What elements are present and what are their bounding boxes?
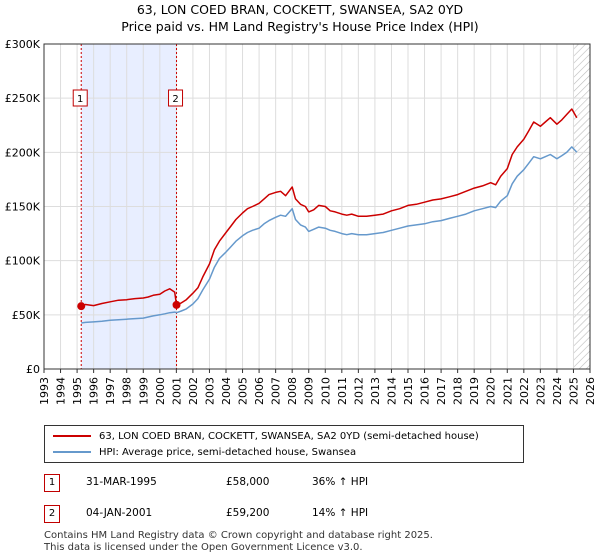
- x-tick-label: 2025: [567, 377, 580, 405]
- transaction-row: 1 31-MAR-1995 £58,000 36% ↑ HPI: [44, 474, 544, 494]
- purchase-point: [172, 300, 181, 309]
- footer-license: This data is licensed under the Open Gov…: [44, 542, 363, 553]
- price-series-line: [80, 108, 578, 307]
- x-tick-label: 1993: [38, 377, 51, 405]
- transaction-hpi: 14% ↑ HPI: [312, 507, 369, 519]
- x-tick-label: 1997: [104, 377, 117, 405]
- legend: 63, LON COED BRAN, COCKETT, SWANSEA, SA2…: [44, 425, 524, 463]
- x-tick-label: 2007: [270, 377, 283, 405]
- x-tick-label: 2021: [501, 377, 514, 405]
- purchase-point: [77, 302, 86, 311]
- legend-label-property: 63, LON COED BRAN, COCKETT, SWANSEA, SA2…: [99, 430, 479, 442]
- purchase-marker-label: 2: [172, 94, 178, 105]
- transaction-date: 31-MAR-1995: [86, 476, 157, 488]
- x-tick-label: 2016: [419, 377, 432, 405]
- x-tick-label: 1994: [55, 377, 68, 405]
- purchase-marker-box: [168, 89, 184, 107]
- y-tick-label: £250K: [5, 92, 41, 105]
- x-tick-label: 2024: [551, 377, 564, 405]
- purchase-marker-box: [72, 89, 88, 107]
- x-tick-label: 2023: [534, 377, 547, 405]
- x-tick-label: 2017: [435, 377, 448, 405]
- x-tick-label: 1996: [88, 377, 101, 405]
- x-tick-label: 1998: [121, 377, 134, 405]
- x-tick-label: 2013: [369, 377, 382, 405]
- legend-item-hpi: HPI: Average price, semi-detached house,…: [53, 445, 356, 459]
- legend-swatch-property: [53, 435, 91, 437]
- purchase-marker-label: 1: [77, 94, 83, 105]
- transaction-price: £59,200: [226, 507, 270, 519]
- transaction-hpi: 36% ↑ HPI: [312, 476, 369, 488]
- footer: Contains HM Land Registry data © Crown c…: [44, 530, 433, 554]
- x-tick-label: 2004: [220, 377, 233, 405]
- x-tick-label: 2010: [319, 377, 332, 405]
- x-tick-label: 2018: [452, 377, 465, 405]
- y-tick-label: £100K: [5, 255, 41, 268]
- legend-swatch-hpi: [53, 451, 91, 453]
- y-tick-label: £50K: [12, 309, 41, 322]
- x-tick-label: 2022: [518, 377, 531, 405]
- hpi-series-line: [81, 146, 578, 324]
- x-tick-label: 2006: [253, 377, 266, 405]
- x-tick-label: 1995: [71, 377, 84, 405]
- transaction-badge: 2: [44, 505, 60, 523]
- footer-copyright: Contains HM Land Registry data © Crown c…: [44, 530, 433, 541]
- y-tick-label: £200K: [5, 146, 41, 159]
- transaction-date: 04-JAN-2001: [86, 507, 153, 519]
- x-tick-label: 2005: [237, 377, 250, 405]
- x-tick-label: 2003: [203, 377, 216, 405]
- x-tick-label: 2011: [336, 377, 349, 405]
- transaction-row: 2 04-JAN-2001 £59,200 14% ↑ HPI: [44, 505, 544, 525]
- x-tick-label: 2020: [485, 377, 498, 405]
- x-tick-label: 2009: [303, 377, 316, 405]
- y-tick-label: £300K: [5, 38, 41, 51]
- x-tick-label: 2015: [402, 377, 415, 405]
- x-tick-label: 2001: [170, 377, 183, 405]
- transaction-badge: 1: [44, 474, 60, 492]
- legend-item-property: 63, LON COED BRAN, COCKETT, SWANSEA, SA2…: [53, 429, 479, 443]
- y-tick-label: £150K: [5, 201, 41, 214]
- x-tick-label: 2008: [286, 377, 299, 405]
- x-tick-label: 2012: [352, 377, 365, 405]
- chart-title: 63, LON COED BRAN, COCKETT, SWANSEA, SA2…: [136, 2, 464, 17]
- x-tick-label: 2026: [584, 377, 597, 405]
- transaction-price: £58,000: [226, 476, 270, 488]
- chart-subtitle: Price paid vs. HM Land Registry's House …: [121, 19, 479, 34]
- x-tick-label: 2002: [187, 377, 200, 405]
- x-tick-label: 2014: [385, 377, 398, 405]
- x-tick-label: 1999: [137, 377, 150, 405]
- x-tick-label: 2000: [154, 377, 167, 405]
- y-tick-label: £0: [26, 363, 40, 376]
- plot-frame: [43, 43, 591, 370]
- x-tick-label: 2019: [468, 377, 481, 405]
- legend-label-hpi: HPI: Average price, semi-detached house,…: [99, 446, 357, 458]
